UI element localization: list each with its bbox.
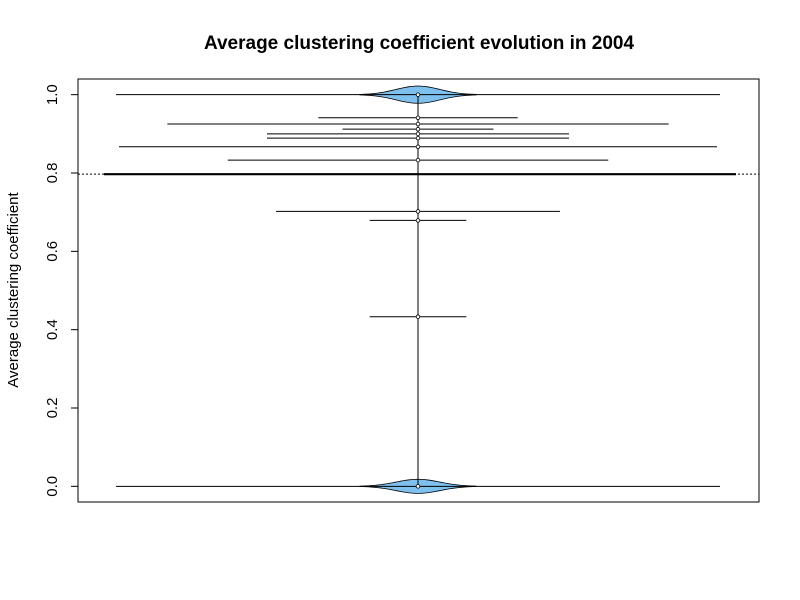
chart-title: Average clustering coefficient evolution… bbox=[204, 33, 635, 54]
data-point bbox=[415, 135, 421, 141]
data-point bbox=[415, 314, 421, 319]
data-point bbox=[415, 209, 421, 214]
data-point bbox=[415, 126, 421, 132]
data-point bbox=[415, 144, 421, 149]
y-tick-label: 0.4 bbox=[44, 319, 61, 340]
y-axis-label: Average clustering coefficient bbox=[5, 191, 22, 387]
data-point bbox=[415, 121, 421, 127]
y-tick-label: 0.6 bbox=[44, 241, 61, 262]
data-point bbox=[415, 131, 421, 137]
y-tick-label: 0.2 bbox=[44, 398, 61, 419]
data-point bbox=[415, 157, 421, 163]
y-tick-label: 0.0 bbox=[44, 476, 61, 497]
y-axis: 0.0 0.2 0.4 0.6 0.8 1.0 bbox=[44, 84, 79, 497]
y-tick-label: 0.8 bbox=[44, 163, 61, 184]
y-tick-label: 1.0 bbox=[44, 84, 61, 105]
data-point bbox=[415, 115, 421, 120]
data-point bbox=[415, 92, 421, 97]
bean-marks bbox=[78, 85, 759, 494]
data-point bbox=[415, 484, 421, 489]
data-point bbox=[415, 218, 421, 223]
